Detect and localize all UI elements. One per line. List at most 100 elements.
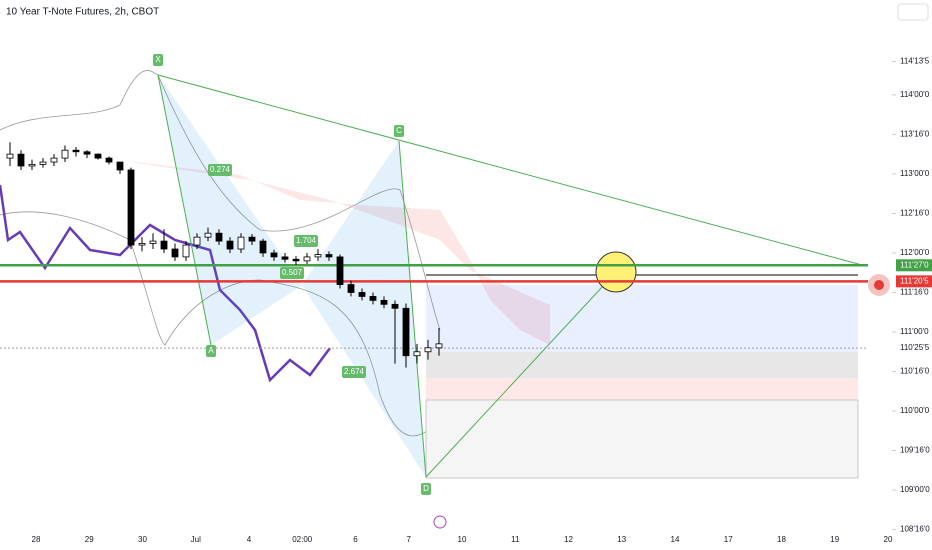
x-tick-label: 10 [458, 535, 467, 544]
y-tick-label: 111'00'0 [900, 327, 929, 336]
candle-body [281, 256, 289, 260]
annotation: C [396, 126, 402, 135]
x-tick-label: 02:00 [292, 535, 313, 544]
candle-body [369, 296, 377, 301]
annotation-box [208, 164, 232, 176]
x-tick-label: Jul [191, 535, 201, 544]
chart-title: 10 Year T-Note Futures, 2h, CBOT [6, 7, 159, 18]
candle-body [325, 254, 333, 258]
candle-body [413, 351, 421, 357]
candle-body [50, 157, 58, 163]
y-tick-label: 110'00'0 [900, 406, 930, 415]
x-tick-label: 11 [511, 535, 520, 544]
x-tick-label: 7 [407, 535, 412, 544]
candle-body [259, 240, 267, 254]
annotation-box [342, 366, 366, 378]
candle-body [292, 258, 300, 262]
trend-line [157, 74, 863, 266]
y-tick-label: 114'00'0 [900, 90, 930, 99]
alert-dot[interactable] [874, 280, 884, 290]
entry-zone [426, 352, 858, 378]
price-label-box [896, 275, 932, 288]
y-tick-label: 112'00'0 [900, 248, 930, 257]
candle-body [171, 248, 179, 258]
candle-body [237, 236, 245, 250]
highlight-circle [595, 251, 637, 293]
candle-body [303, 256, 311, 262]
range-box [425, 399, 859, 479]
lower-band [0, 211, 441, 437]
candle-body [17, 153, 25, 167]
projection-line [425, 271, 617, 478]
annotation: 1.704 [296, 236, 317, 245]
price-label-box [896, 342, 932, 355]
candle-body [402, 307, 410, 357]
cloud [120, 160, 550, 345]
price-label-box [896, 259, 932, 272]
candle-body [424, 347, 432, 353]
price-label: 110'25'5 [900, 343, 930, 352]
y-tick-label: 109'00'0 [900, 485, 930, 494]
stop-zone [426, 378, 858, 400]
annotation-box [394, 125, 404, 137]
annotation-box [294, 235, 318, 247]
candle-body [105, 157, 113, 163]
annotation: 0.507 [282, 268, 303, 277]
x-tick-label: 17 [724, 535, 733, 544]
y-tick-label: 111'16'0 [900, 288, 929, 297]
x-tick-label: 19 [830, 535, 839, 544]
y-tick-label: 109'16'0 [900, 446, 930, 455]
annotation-box [153, 54, 163, 66]
x-tick-label: 29 [85, 535, 94, 544]
price-label: 111'20'5 [900, 276, 929, 285]
candle-body [358, 292, 366, 297]
x-tick-label: 4 [247, 535, 252, 544]
button[interactable] [897, 3, 929, 21]
y-tick-label: 108'16'0 [900, 525, 930, 534]
candle-body [347, 284, 355, 293]
x-tick-label: 6 [353, 535, 358, 544]
candle-body [182, 244, 190, 258]
candle-body [61, 149, 69, 159]
y-tick-label: 113'00'0 [900, 169, 930, 178]
candle-body [127, 169, 135, 246]
candle-body [226, 240, 234, 250]
target-zone [426, 285, 858, 352]
candle-body [6, 153, 14, 159]
candle-body [380, 299, 388, 305]
candle-body [248, 236, 256, 242]
annotation: 2.674 [344, 367, 365, 376]
candle-body [435, 343, 443, 349]
annotation: A [208, 346, 214, 355]
y-tick-label: 110'16'0 [900, 367, 930, 376]
candle-body [391, 303, 399, 309]
candle-body [83, 151, 91, 155]
x-tick-label: 20 [884, 535, 893, 544]
candle-body [215, 232, 223, 242]
event-icon[interactable] [433, 515, 447, 529]
candle-body [28, 164, 36, 167]
indicator-line [0, 184, 332, 383]
price-label: 111'27'0 [900, 260, 929, 269]
candle-body [138, 243, 146, 246]
candle-body [314, 254, 322, 258]
candle-body [116, 161, 124, 171]
annotation: D [423, 484, 429, 493]
x-tick-label: 30 [138, 535, 147, 544]
y-tick-label: 113'16'0 [900, 129, 930, 138]
candle-body [94, 153, 102, 159]
leg-xa [157, 74, 212, 346]
x-tick-label: 12 [564, 535, 573, 544]
x-tick-label: 13 [617, 535, 626, 544]
candle-body [204, 232, 212, 238]
candle-body [193, 236, 201, 246]
annotation-box [206, 345, 216, 357]
y-tick-label: 114'13'5 [900, 57, 930, 66]
annotation-box [280, 267, 304, 279]
annotation-box [421, 483, 431, 495]
x-tick-label: 18 [777, 535, 786, 544]
x-tick-label: 14 [671, 535, 680, 544]
x-tick-label: 28 [32, 535, 41, 544]
candle-body [149, 240, 157, 244]
